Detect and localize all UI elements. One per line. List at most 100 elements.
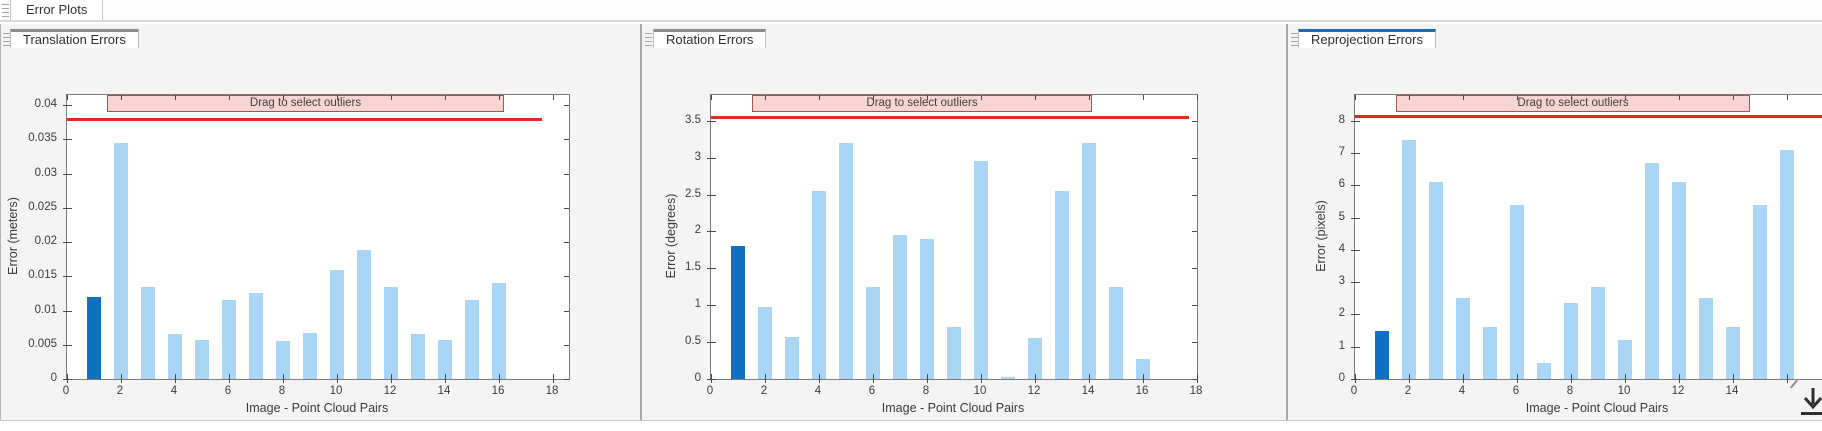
- y-tick: [707, 268, 716, 269]
- error-bar-1[interactable]: [1375, 331, 1389, 379]
- error-bar-2[interactable]: [114, 143, 128, 379]
- rotation-errors-plot-area[interactable]: Drag to select outliers: [707, 94, 1198, 383]
- y-tick-label: 0: [50, 372, 57, 384]
- error-bar-10[interactable]: [974, 161, 988, 379]
- error-bar-6[interactable]: [866, 287, 880, 379]
- x-tick-label: 12: [1671, 385, 1685, 397]
- error-bar-3[interactable]: [785, 337, 799, 379]
- error-bar-1[interactable]: [731, 246, 745, 379]
- error-bar-16[interactable]: [1780, 150, 1794, 379]
- error-bar-8[interactable]: [920, 239, 934, 379]
- error-bar-14[interactable]: [1082, 143, 1096, 379]
- x-tick-top: [873, 95, 874, 100]
- error-bar-13[interactable]: [411, 334, 425, 379]
- x-tick-top: [765, 95, 766, 100]
- dock-figure-icon[interactable]: [1798, 385, 1822, 421]
- x-tick: [1463, 374, 1464, 383]
- tab-strip-grip-icon[interactable]: [2, 4, 9, 18]
- error-bar-12[interactable]: [1028, 338, 1042, 379]
- error-bar-5[interactable]: [195, 340, 209, 379]
- error-bar-9[interactable]: [1591, 287, 1605, 379]
- x-tick-label: 12: [1027, 385, 1041, 397]
- outlier-threshold-line: [1355, 115, 1822, 118]
- error-bar-16[interactable]: [492, 283, 506, 379]
- error-bar-15[interactable]: [465, 300, 479, 379]
- error-bar-10[interactable]: [1618, 340, 1632, 379]
- x-tick-label: 8: [278, 385, 286, 397]
- x-tick-label: 10: [1617, 385, 1631, 397]
- x-tick-label: 4: [1458, 385, 1466, 397]
- y-tick-label: 7: [1338, 146, 1345, 158]
- error-bar-2[interactable]: [758, 307, 772, 379]
- y-tick-label: 0.005: [28, 338, 57, 350]
- error-bar-11[interactable]: [357, 250, 371, 379]
- panel-grip-icon[interactable]: [1291, 33, 1298, 47]
- error-bar-4[interactable]: [1456, 298, 1470, 379]
- error-bar-9[interactable]: [947, 327, 961, 379]
- error-bar-7[interactable]: [249, 293, 263, 379]
- error-bar-3[interactable]: [1429, 182, 1443, 379]
- error-bar-14[interactable]: [438, 340, 452, 379]
- x-tick-top: [121, 95, 122, 100]
- panel-grip-icon[interactable]: [3, 33, 10, 47]
- tab-error-plots[interactable]: Error Plots: [10, 0, 104, 20]
- error-bar-9[interactable]: [303, 333, 317, 379]
- x-tick-label: 18: [1189, 385, 1203, 397]
- outlier-selection-band[interactable]: Drag to select outliers: [1396, 95, 1750, 112]
- panel-grip-icon[interactable]: [645, 33, 652, 47]
- error-bar-5[interactable]: [839, 143, 853, 379]
- x-axis-title: Image - Point Cloud Pairs: [245, 401, 389, 415]
- error-bar-7[interactable]: [1537, 363, 1551, 379]
- error-bar-1[interactable]: [87, 297, 101, 379]
- tab-rotation-errors[interactable]: Rotation Errors: [653, 29, 767, 48]
- outlier-selection-band[interactable]: Drag to select outliers: [107, 95, 504, 112]
- y-tick-label: 0.5: [685, 335, 701, 347]
- error-bar-12[interactable]: [384, 287, 398, 379]
- error-bar-6[interactable]: [1510, 205, 1524, 379]
- error-bar-15[interactable]: [1109, 287, 1123, 379]
- error-bar-10[interactable]: [330, 270, 344, 379]
- error-bar-13[interactable]: [1055, 191, 1069, 379]
- y-tick: [63, 105, 72, 106]
- x-tick: [445, 374, 446, 383]
- error-bar-11[interactable]: [1001, 377, 1015, 379]
- y-tick: [1351, 121, 1360, 122]
- x-tick: [1625, 374, 1626, 383]
- outlier-selection-band[interactable]: Drag to select outliers: [752, 95, 1092, 112]
- error-bar-7[interactable]: [893, 235, 907, 379]
- error-bar-2[interactable]: [1402, 140, 1416, 379]
- panel-splitter[interactable]: [1286, 24, 1288, 420]
- error-bar-13[interactable]: [1699, 298, 1713, 379]
- y-tick: [707, 342, 716, 343]
- error-bar-15[interactable]: [1753, 205, 1767, 379]
- error-bar-12[interactable]: [1672, 182, 1686, 379]
- y-tick: [707, 195, 716, 196]
- translation-errors-chart: Drag to select outliers 0 2 4 6 8 10 12 14 16 18 0 0…: [0, 24, 640, 420]
- x-tick: [1409, 374, 1410, 383]
- error-bar-4[interactable]: [168, 334, 182, 379]
- error-bar-6[interactable]: [222, 300, 236, 379]
- panel-splitter[interactable]: [640, 24, 642, 420]
- error-bar-8[interactable]: [276, 341, 290, 379]
- reprojection-errors-plot-area[interactable]: Drag to select outliers: [1351, 94, 1822, 383]
- error-bar-3[interactable]: [141, 287, 155, 379]
- x-tick-top: [1625, 95, 1626, 100]
- x-tick: [283, 374, 284, 383]
- error-bar-8[interactable]: [1564, 303, 1578, 379]
- outlier-threshold-line: [711, 116, 1189, 119]
- y-axis-title: Error (pixels): [1314, 200, 1328, 272]
- x-tick-top: [337, 95, 338, 100]
- x-tick-label: 0: [706, 385, 714, 397]
- y-tick: [63, 311, 72, 312]
- translation-errors-plot-area[interactable]: Drag to select outliers: [63, 94, 570, 383]
- tab-translation-errors[interactable]: Translation Errors: [10, 29, 139, 48]
- y-tick-label: 2.5: [685, 188, 701, 200]
- error-bar-11[interactable]: [1645, 163, 1659, 379]
- error-bar-4[interactable]: [812, 191, 826, 379]
- error-bar-16[interactable]: [1136, 359, 1150, 379]
- error-bar-5[interactable]: [1483, 327, 1497, 379]
- error-bar-14[interactable]: [1726, 327, 1740, 379]
- y-tick: [707, 379, 716, 380]
- x-axis-title: Image - Point Cloud Pairs: [881, 401, 1025, 415]
- tab-reprojection-errors[interactable]: Reprojection Errors: [1298, 29, 1436, 48]
